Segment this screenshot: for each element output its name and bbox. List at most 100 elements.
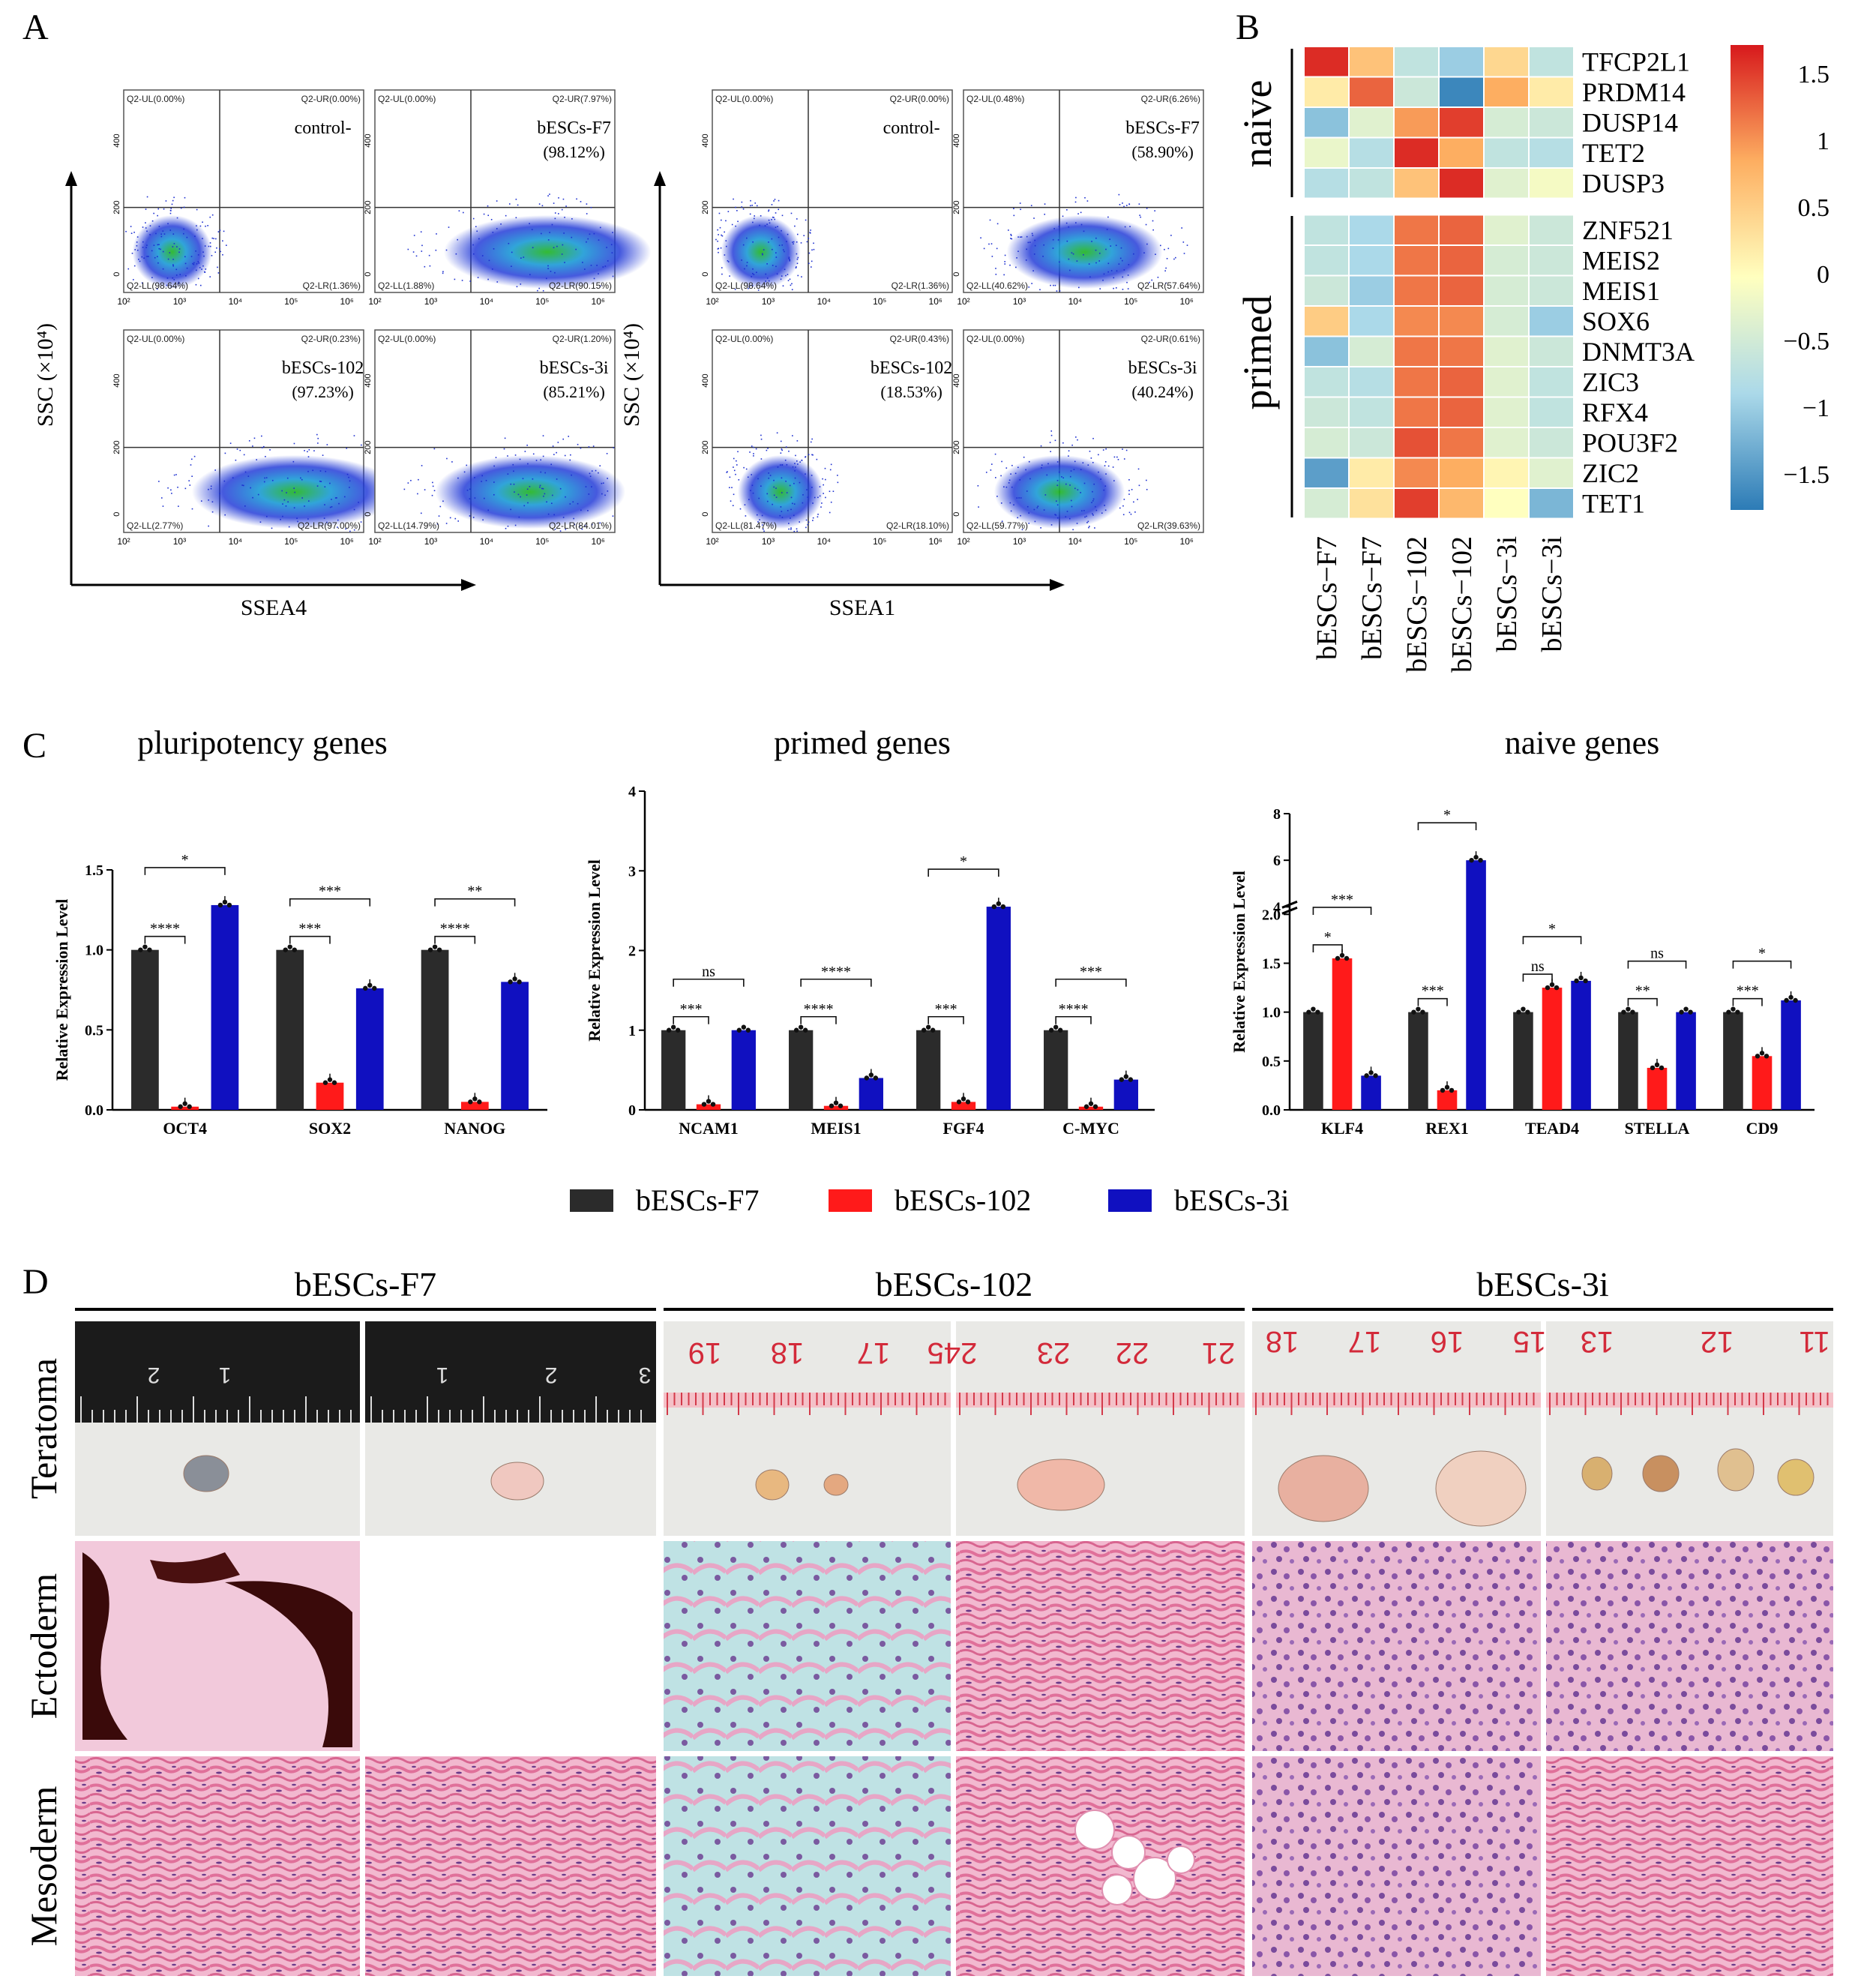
heat-cell xyxy=(1485,458,1528,487)
panel-label-a: A xyxy=(22,7,49,47)
colorbar-tick: 1.5 xyxy=(1798,61,1830,88)
heat-cell xyxy=(1485,169,1528,198)
x-tick: 10⁴ xyxy=(480,536,494,547)
x-tick: 10⁴ xyxy=(817,536,832,547)
x-tick: 10² xyxy=(368,296,381,307)
heat-cell xyxy=(1530,276,1573,305)
heat-cell xyxy=(1530,215,1573,244)
gene-label: DNMT3A xyxy=(1582,337,1695,367)
y-tick: 200 xyxy=(952,200,961,214)
ectoderm-histology xyxy=(664,1541,951,1751)
legend-label: bESCs-3i xyxy=(1174,1183,1289,1217)
heat-cell xyxy=(1395,108,1438,137)
bar xyxy=(1332,958,1353,1110)
mesoderm-histology xyxy=(75,1756,360,1976)
x-tick: 10² xyxy=(117,296,130,307)
heat-cell xyxy=(1440,47,1483,76)
quadrant-ul: Q2-UL(0.00%) xyxy=(127,334,184,344)
x-tick: 10⁶ xyxy=(1180,536,1194,547)
ylabel-ssc-2: SSC (×10⁴) xyxy=(619,323,644,427)
heat-cell xyxy=(1350,367,1393,397)
dot-cloud xyxy=(738,454,824,529)
y-tick: 200 xyxy=(364,440,373,454)
gene-label: ZIC2 xyxy=(1582,458,1639,488)
heat-cell xyxy=(1350,489,1393,518)
y-tick: 200 xyxy=(952,440,961,454)
y-tick: 3 xyxy=(628,863,636,880)
ruler-number: 13 xyxy=(1581,1325,1614,1358)
x-tick: 10³ xyxy=(173,536,186,547)
quadrant-ll: Q2-LL(98.64%) xyxy=(127,280,188,291)
sample-label: bESCs−3i xyxy=(1491,536,1523,652)
bar xyxy=(355,988,384,1110)
quadrant-ll: Q2-LL(81.47%) xyxy=(715,520,777,531)
bar xyxy=(986,907,1011,1110)
panel-label-c: C xyxy=(22,726,46,766)
positive-percent: (97.23%) xyxy=(292,382,353,401)
bar xyxy=(460,1102,489,1110)
ruler-number: 17 xyxy=(857,1336,891,1369)
chart-title: naive genes xyxy=(1505,724,1659,761)
heat-cell xyxy=(1395,276,1438,305)
ruler-number: 3 xyxy=(639,1363,652,1387)
x-tick: 10² xyxy=(117,536,130,547)
sample-label: bESCs-F7 xyxy=(1125,118,1200,138)
significance-label: *** xyxy=(935,1001,957,1018)
ruler-number: 12 xyxy=(1701,1325,1734,1358)
heat-cell xyxy=(1530,458,1573,487)
sample-label: control- xyxy=(295,118,352,138)
quadrant-ul: Q2-UL(0.00%) xyxy=(127,94,184,104)
gene-label: TET2 xyxy=(1582,138,1645,168)
bar xyxy=(421,949,449,1110)
bar xyxy=(1723,1012,1743,1110)
y-tick: 1.0 xyxy=(1262,1005,1281,1021)
sample-label: bESCs-102 xyxy=(282,358,364,378)
heat-cell xyxy=(1530,108,1573,137)
y-tick: 0 xyxy=(952,512,961,517)
colorbar-tick: −1.5 xyxy=(1783,461,1830,489)
significance-label: **** xyxy=(1059,1001,1089,1018)
heat-cell xyxy=(1530,138,1573,167)
legend-swatch xyxy=(570,1189,613,1212)
quadrant-ll: Q2-LL(1.88%) xyxy=(378,280,434,291)
category-label: STELLA xyxy=(1625,1119,1690,1138)
bar xyxy=(1513,1012,1533,1110)
heat-cell xyxy=(1350,276,1393,305)
significance-label: * xyxy=(1548,921,1556,937)
heat-cell xyxy=(1530,307,1573,336)
significance-label: *** xyxy=(1331,892,1353,908)
legend: bESCs-F7 bESCs-102 bESCs-3i xyxy=(570,1183,1289,1217)
y-axis-label: Relative Expression Level xyxy=(1230,871,1248,1053)
significance-label: **** xyxy=(821,964,851,980)
significance-label: *** xyxy=(680,1001,703,1018)
positive-percent: (18.53%) xyxy=(880,382,942,401)
mesoderm-histology xyxy=(1252,1756,1541,1976)
heat-cell xyxy=(1485,489,1528,518)
y-tick: 400 xyxy=(701,373,710,387)
quadrant-ur: Q2-UR(1.20%) xyxy=(553,334,612,344)
flow-plot-0-2: Q2-UL(0.00%) Q2-UR(0.23%) Q2-LL(2.77%) Q2-L… xyxy=(112,329,398,547)
x-tick: 10⁵ xyxy=(284,296,298,307)
xlabel-ssea4: SSEA4 xyxy=(241,595,307,620)
legend-label: bESCs-F7 xyxy=(636,1183,760,1217)
heat-cell xyxy=(1530,397,1573,427)
ruler-number: 18 xyxy=(1266,1325,1299,1358)
significance-label: ** xyxy=(467,883,482,900)
bar-chart-2: naive genes Relative Expression Level 0.0 0… xyxy=(1230,724,1815,1138)
heat-cell xyxy=(1485,428,1528,457)
x-tick: 10⁶ xyxy=(1180,296,1194,307)
quadrant-ll: Q2-LL(14.79%) xyxy=(378,520,439,531)
x-tick: 10³ xyxy=(173,296,186,307)
teratoma-specimen xyxy=(1642,1455,1680,1492)
heat-cell xyxy=(1440,108,1483,137)
quadrant-lr: Q2-LR(1.36%) xyxy=(892,280,949,291)
heat-cell xyxy=(1395,169,1438,198)
heat-cell xyxy=(1485,215,1528,244)
x-tick: 10⁵ xyxy=(873,536,886,547)
sample-label: bESCs-F7 xyxy=(537,118,611,138)
heat-cell xyxy=(1485,246,1528,275)
group-header: bESCs-102 xyxy=(876,1265,1033,1303)
row-label: Ectoderm xyxy=(22,1573,64,1719)
heat-cell xyxy=(1350,307,1393,336)
teratoma-specimen xyxy=(1581,1456,1613,1491)
